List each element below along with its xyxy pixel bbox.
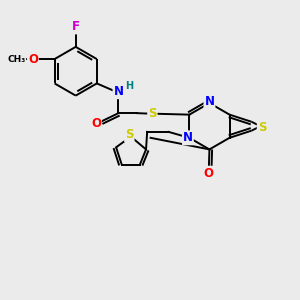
Text: O: O [28, 52, 38, 66]
Text: O: O [91, 117, 101, 130]
Text: CH₃: CH₃ [7, 55, 26, 64]
Text: S: S [148, 107, 157, 120]
Text: H: H [125, 81, 133, 92]
Text: F: F [72, 20, 80, 33]
Text: S: S [125, 128, 134, 141]
Text: N: N [113, 85, 124, 98]
Text: N: N [183, 131, 193, 144]
Text: N: N [204, 95, 214, 108]
Text: S: S [258, 121, 266, 134]
Text: O: O [204, 167, 214, 180]
